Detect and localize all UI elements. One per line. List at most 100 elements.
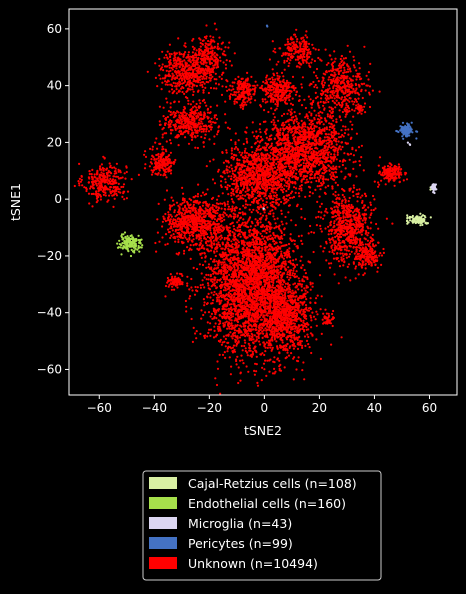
data-point xyxy=(304,195,307,198)
data-point xyxy=(166,219,169,222)
data-point xyxy=(288,145,291,148)
data-point xyxy=(262,80,265,83)
data-point xyxy=(278,171,281,174)
data-point xyxy=(292,137,296,140)
data-point xyxy=(267,175,270,179)
data-point xyxy=(304,106,307,110)
data-point xyxy=(300,127,303,130)
data-point xyxy=(177,134,180,138)
data-point xyxy=(232,179,236,182)
data-point xyxy=(278,132,281,135)
data-point xyxy=(315,125,318,128)
data-point xyxy=(333,97,336,100)
data-point xyxy=(247,194,251,197)
data-point xyxy=(180,115,183,118)
data-point xyxy=(121,195,124,198)
data-point xyxy=(311,58,314,61)
data-point xyxy=(158,64,161,67)
data-point xyxy=(240,91,243,95)
data-point xyxy=(268,182,271,185)
data-point xyxy=(240,77,243,80)
data-point xyxy=(349,137,352,140)
data-point xyxy=(153,158,156,161)
data-point xyxy=(275,107,278,110)
data-point xyxy=(306,36,309,39)
data-point xyxy=(317,80,320,83)
data-point xyxy=(204,42,207,45)
data-point xyxy=(307,135,310,139)
data-point xyxy=(255,170,258,173)
data-point xyxy=(212,158,215,161)
data-point xyxy=(177,37,180,40)
data-point xyxy=(299,164,302,167)
data-point xyxy=(158,120,161,123)
data-point xyxy=(185,124,188,128)
data-point xyxy=(327,138,330,141)
data-point xyxy=(229,208,232,211)
data-point xyxy=(287,199,290,202)
data-point xyxy=(221,151,224,154)
data-point xyxy=(271,161,274,164)
data-point xyxy=(183,52,186,56)
data-point xyxy=(161,50,164,53)
data-point xyxy=(312,71,316,74)
data-point xyxy=(371,89,374,92)
data-point xyxy=(244,79,247,82)
data-point xyxy=(300,184,303,187)
data-point xyxy=(287,109,290,112)
data-point xyxy=(272,112,275,115)
data-point xyxy=(244,194,247,197)
data-point xyxy=(318,121,321,124)
data-point xyxy=(237,84,240,87)
data-point xyxy=(150,173,154,176)
data-point xyxy=(174,112,177,115)
data-point xyxy=(341,96,344,99)
data-point xyxy=(283,61,286,64)
data-point xyxy=(119,169,122,172)
data-point xyxy=(251,88,254,91)
data-point xyxy=(212,36,215,39)
data-point xyxy=(308,84,311,87)
data-point xyxy=(318,106,321,109)
data-point xyxy=(341,145,344,149)
data-point xyxy=(187,87,190,90)
data-point xyxy=(310,106,313,109)
data-point xyxy=(222,61,225,64)
data-point xyxy=(164,76,167,79)
data-point xyxy=(331,167,334,170)
data-point xyxy=(224,63,227,66)
data-point xyxy=(348,77,351,80)
data-point xyxy=(245,184,248,187)
data-point xyxy=(248,162,251,165)
data-point xyxy=(340,119,343,122)
data-point xyxy=(200,127,203,131)
data-point xyxy=(151,145,154,148)
data-point xyxy=(255,137,258,140)
data-point xyxy=(295,28,298,31)
data-point xyxy=(358,93,361,96)
data-point xyxy=(230,89,233,92)
data-point xyxy=(175,72,178,75)
data-point xyxy=(242,82,245,85)
data-point xyxy=(96,172,99,176)
data-point xyxy=(340,98,343,101)
data-point xyxy=(206,235,209,239)
data-point xyxy=(112,205,115,208)
data-point xyxy=(335,103,338,106)
data-point xyxy=(193,84,196,87)
data-point xyxy=(286,156,289,159)
data-point xyxy=(294,152,297,155)
data-point xyxy=(218,56,222,59)
data-point xyxy=(191,111,194,114)
data-point xyxy=(190,138,194,141)
data-point xyxy=(199,48,202,52)
data-point xyxy=(320,160,323,163)
data-point xyxy=(334,181,337,184)
data-point xyxy=(161,136,164,139)
data-point xyxy=(204,74,207,77)
data-point xyxy=(310,112,313,115)
data-point xyxy=(298,141,302,144)
data-point xyxy=(344,115,347,118)
data-point xyxy=(183,249,186,252)
data-point xyxy=(255,130,258,133)
